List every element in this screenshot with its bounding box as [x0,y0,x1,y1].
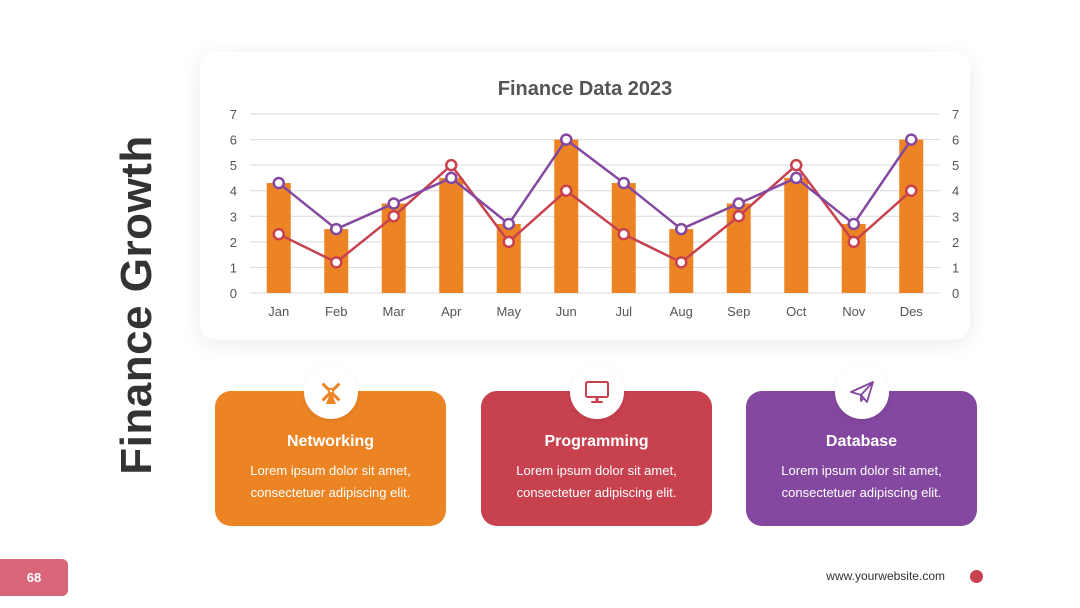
point-2-des [905,184,918,197]
x-tick-label: Aug [670,304,693,319]
point-2-jun [560,184,573,197]
windmill-icon [321,382,340,404]
point-1-may [502,217,515,231]
point-2-apr [445,158,458,172]
y2-tick-label: 7 [952,107,959,122]
x-tick-label: Nov [842,304,866,319]
y2-tick-label: 3 [952,209,959,224]
x-tick-label: May [496,304,521,319]
bar-des [899,139,924,293]
programming-icon-circle [569,365,624,419]
card-text: Lorem ipsum dolor sit amet, consectetuer… [516,463,677,500]
point-2-feb [330,256,343,269]
point-1-oct [790,171,803,185]
website-link[interactable]: www.yourwebsite.com [826,569,945,583]
y2-tick-label: 4 [952,184,959,199]
x-tick-label: Apr [441,304,462,319]
point-1-apr [445,171,458,185]
y2-tick-label: 2 [952,235,959,250]
y2-tick-label: 1 [952,260,959,275]
point-1-jun [560,133,573,146]
networking-card: Networking Lorem ipsum dolor sit amet, c… [215,365,446,526]
x-tick-label: Jan [268,304,289,319]
point-1-mar [387,197,400,210]
y-tick-label: 4 [230,184,237,199]
bar-jun [554,139,579,293]
x-tick-label: Jun [556,304,577,319]
y-tick-label: 7 [230,107,237,122]
y-tick-label: 0 [230,286,237,301]
point-2-aug [675,256,688,269]
y2-tick-label: 5 [952,158,959,173]
point-2-sep [732,210,745,223]
point-2-may [502,235,515,249]
point-1-des [905,133,918,146]
point-2-mar [387,210,400,223]
x-tick-label: Mar [383,304,406,319]
finance-chart: Finance Data 2023 0 1 2 3 4 5 6 7 0 1 2 3 4 5 6 7 Jan Feb M… [230,78,959,319]
card-title: Database [825,433,898,450]
card-title: Networking [286,433,375,450]
point-2-oct [790,158,803,172]
y-tick-label: 5 [230,158,237,173]
page-number: 68 [0,559,68,596]
card-text: Lorem ipsum dolor sit amet, consectetuer… [250,463,411,500]
paper-plane-icon [849,381,874,403]
x-tick-label: Des [900,304,924,319]
point-1-sep [732,197,745,210]
bar-apr [439,177,464,293]
y2-tick-label: 0 [952,286,959,301]
card-text: Lorem ipsum dolor sit amet, consectetuer… [781,463,942,500]
y-tick-label: 6 [230,133,237,148]
y2-tick-label: 6 [952,133,959,148]
x-tick-label: Feb [325,304,347,319]
chart-card: Finance Data 2023 0 1 2 3 4 5 6 7 0 1 2 3 4 5 6 7 Jan Feb M… [200,52,970,340]
y-tick-label: 2 [230,235,237,250]
series-line-1 [277,138,913,231]
card-title: Programming [544,433,649,450]
point-2-jul [617,227,630,241]
side-title: Finance Growth [112,135,161,475]
x-tick-label: Jul [615,304,632,319]
monitor-icon [584,381,609,403]
point-1-nov [847,217,860,231]
x-tick-label: Oct [786,304,807,319]
x-tick-label: Sep [727,304,750,319]
chart-title: Finance Data 2023 [498,78,673,100]
networking-icon-circle [303,365,358,419]
bar-oct [784,177,809,293]
point-2-nov [847,235,860,249]
series-line-2 [278,163,913,264]
point-1-aug [675,222,688,236]
decorative-dot [970,570,983,583]
programming-card: Programming Lorem ipsum dolor sit amet, … [481,365,712,526]
database-card: Database Lorem ipsum dolor sit amet, con… [746,365,977,526]
point-1-feb [330,222,343,236]
point-2-jan [272,227,285,241]
point-1-jan [272,176,285,190]
point-1-jul [617,176,630,190]
y-tick-label: 1 [230,260,237,275]
y-tick-label: 3 [230,209,237,224]
database-icon-circle [834,365,889,419]
